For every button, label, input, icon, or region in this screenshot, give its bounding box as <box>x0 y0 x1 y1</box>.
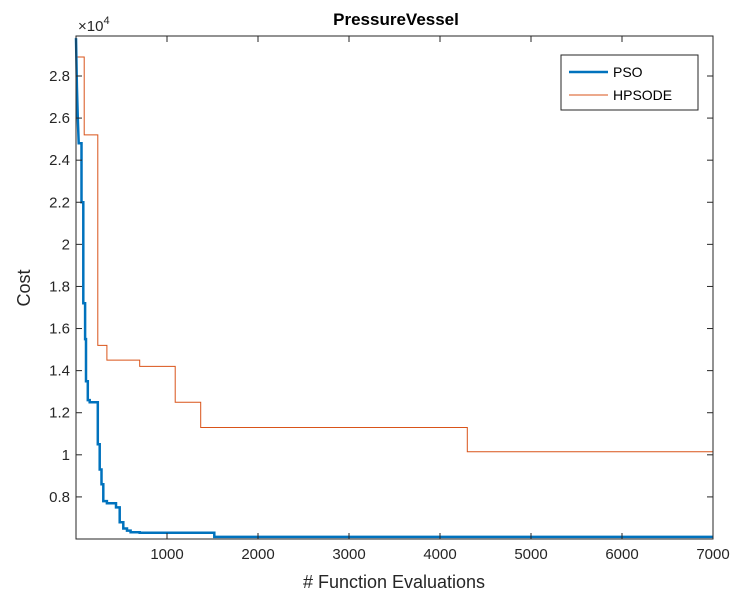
y-axis-exponent: ×104 <box>78 15 110 35</box>
series-layer <box>74 38 713 539</box>
x-tick-label: 2000 <box>241 546 274 563</box>
x-tick-label: 1000 <box>150 546 183 563</box>
y-tick-label: 2.8 <box>49 68 70 85</box>
legend-box <box>560 54 699 111</box>
y-tick-label: 2.4 <box>49 152 70 169</box>
x-tick-label: 5000 <box>514 546 547 563</box>
x-tick-label: 3000 <box>332 546 365 563</box>
plot-background <box>76 36 713 539</box>
chart-title: PressureVessel <box>333 10 459 29</box>
y-tick-label: 1.2 <box>49 405 70 422</box>
y-axis-ticks: 0.8 1 1.2 1.4 1.6 1.8 2 2.2 2.4 2.6 2.8 <box>49 68 713 506</box>
x-tick-label: 6000 <box>605 546 638 563</box>
x-axis-label: # Function Evaluations <box>303 572 485 592</box>
y-tick-label: 1.4 <box>49 363 70 380</box>
x-axis-ticks: 1000 2000 3000 4000 5000 6000 7000 <box>150 36 730 563</box>
legend-label-pso: PSO <box>613 64 643 80</box>
x-tick-label: 7000 <box>696 546 729 563</box>
y-tick-label: 0.8 <box>49 489 70 506</box>
y-axis-label: Cost <box>14 269 34 306</box>
y-tick-label: 2.6 <box>49 110 70 127</box>
plot-frame <box>75 35 714 540</box>
series-line-hpsode <box>76 56 713 453</box>
y-tick-label: 1 <box>62 447 70 464</box>
y-tick-label: 2 <box>62 236 70 253</box>
plot-area: 1000 2000 3000 4000 5000 6000 7000 0.8 1 1.2 1.4 1… <box>49 35 730 563</box>
series-line-pso <box>74 38 713 539</box>
legend-label-hpsode: HPSODE <box>613 87 672 103</box>
y-axis-exponent-base: ×10 <box>78 18 103 35</box>
legend: PSO HPSODE <box>560 54 699 111</box>
x-tick-label: 4000 <box>423 546 456 563</box>
y-axis-exponent-power: 4 <box>103 15 109 27</box>
y-tick-label: 1.8 <box>49 278 70 295</box>
y-tick-label: 2.2 <box>49 194 70 211</box>
y-tick-label: 1.6 <box>49 321 70 338</box>
legend-items: PSO HPSODE <box>569 64 672 103</box>
